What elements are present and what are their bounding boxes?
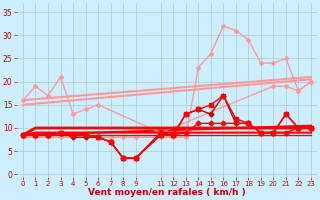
X-axis label: Vent moyen/en rafales ( km/h ): Vent moyen/en rafales ( km/h ) [88, 188, 246, 197]
